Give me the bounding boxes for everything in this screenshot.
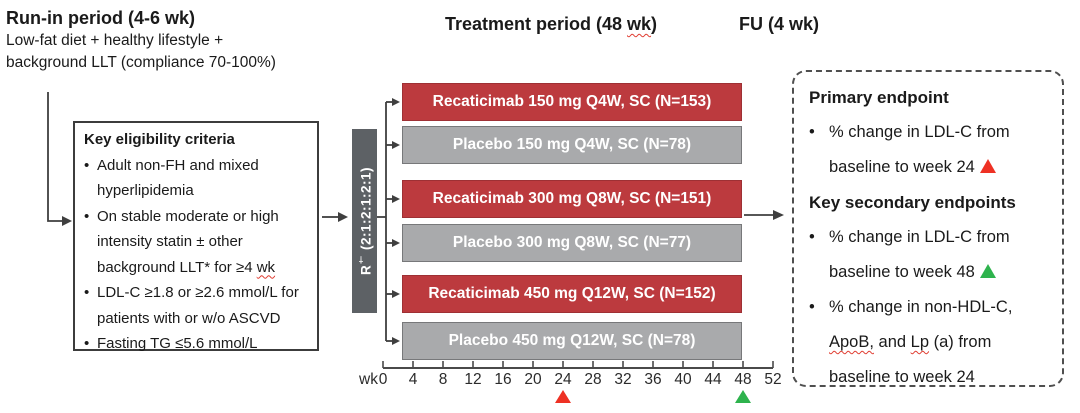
wavy-lp: Lp xyxy=(910,333,930,351)
axis-tick-44: 44 xyxy=(704,371,722,388)
runin-title: Run-in period (4-6 wk) xyxy=(6,8,195,28)
runin-to-eligibility-arrow xyxy=(47,92,62,222)
week-axis xyxy=(382,361,774,369)
treatment-period-title: Treatment period (48 wk) xyxy=(396,14,706,35)
endpoints-box: Primary endpoint • % change in LDL-C fro… xyxy=(792,70,1064,387)
secondary-endpoint-bullet-1: • % change in LDL-C from baseline to wee… xyxy=(809,220,1052,290)
treatment-title-text: Treatment period (48 xyxy=(444,14,628,34)
randomization-label: R† (2:1:2:1:2:1) xyxy=(355,166,374,276)
axis-tick-20: 20 xyxy=(524,371,542,388)
runin-subtitle-line2: background LLT (compliance 70-100%) xyxy=(6,54,276,71)
axis-tick-52: 52 xyxy=(764,371,782,388)
treatment-title-wavy-wk: wk xyxy=(627,14,652,34)
arm-bar-recaticimab-150: Recaticimab 150 mg Q4W, SC (N=153) xyxy=(402,83,742,121)
bullet-dot: • xyxy=(809,123,815,141)
week24-red-triangle-icon xyxy=(555,390,571,403)
axis-tick-36: 36 xyxy=(644,371,662,388)
axis-tick-48: 48 xyxy=(734,371,752,388)
axis-unit-label: wk xyxy=(359,371,378,388)
arm-bar-recaticimab-300: Recaticimab 300 mg Q8W, SC (N=151) xyxy=(402,180,742,218)
week48-green-triangle-icon xyxy=(735,390,751,403)
bullet-dot: • xyxy=(809,298,815,316)
green-triangle-icon xyxy=(979,264,996,278)
eligibility-criteria-box: Key eligibility criteria Adult non-FH an… xyxy=(73,121,319,356)
axis-tick-40: 40 xyxy=(674,371,692,388)
randomization-bar: R† (2:1:2:1:2:1) xyxy=(352,129,377,313)
eligibility-bullet-3: LDL-C ≥1.8 or ≥2.6 mmol/L for patients w… xyxy=(84,280,312,331)
axis-tick-32: 32 xyxy=(614,371,632,388)
primary-endpoint-bullet: • % change in LDL-C from baseline to wee… xyxy=(809,115,1052,185)
eligibility-bullet-2-wavy-wk: wk xyxy=(256,258,276,276)
runin-subtitle-line1: Low-fat diet + healthy lifestyle + xyxy=(6,32,224,49)
bullet-dot: • xyxy=(809,228,815,246)
eligibility-bullet-1: Adult non-FH and mixed hyperlipidemia xyxy=(84,153,312,204)
arm-bar-placebo-300: Placebo 300 mg Q8W, SC (N=77) xyxy=(402,224,742,262)
arm-bar-recaticimab-450: Recaticimab 450 mg Q12W, SC (N=152) xyxy=(402,275,742,313)
axis-tick-0: 0 xyxy=(378,371,388,388)
red-triangle-icon xyxy=(979,159,996,173)
eligibility-bullet-4: Fasting TG ≤5.6 mmol/L xyxy=(84,331,312,357)
primary-endpoint-title: Primary endpoint xyxy=(809,88,949,107)
secondary-endpoint-bullet-2: • % change in non-HDL-C, ApoB, and Lp (a… xyxy=(809,290,1052,395)
runin-period-header: Run-in period (4-6 wk) Low-fat diet + he… xyxy=(6,6,336,74)
eligibility-title: Key eligibility criteria xyxy=(84,131,235,148)
arm-bar-placebo-150: Placebo 150 mg Q4W, SC (N=78) xyxy=(402,126,742,164)
secondary-endpoint-2-text: % change in non-HDL-C, ApoB, and Lp (a) … xyxy=(829,298,1013,386)
wavy-apob: ApoB, xyxy=(829,333,874,351)
axis-tick-16: 16 xyxy=(494,371,512,388)
secondary-endpoint-1-text: % change in LDL-C from baseline to week … xyxy=(829,228,1010,281)
secondary-endpoints-title: Key secondary endpoints xyxy=(809,193,1016,212)
eligibility-bullet-2-text: On stable moderate or high intensity sta… xyxy=(97,207,279,276)
axis-tick-12: 12 xyxy=(464,371,482,388)
primary-endpoint-text: % change in LDL-C from baseline to week … xyxy=(829,123,1010,176)
arm-bar-placebo-450: Placebo 450 mg Q12W, SC (N=78) xyxy=(402,322,742,360)
axis-tick-4: 4 xyxy=(408,371,418,388)
dagger-symbol: † xyxy=(355,254,366,265)
eligibility-bullet-2: On stable moderate or high intensity sta… xyxy=(84,204,312,281)
axis-tick-24: 24 xyxy=(554,371,572,388)
axis-tick-8: 8 xyxy=(438,371,448,388)
treatment-title-close: ) xyxy=(651,14,658,34)
followup-title: FU (4 wk) xyxy=(739,14,820,34)
axis-tick-28: 28 xyxy=(584,371,602,388)
